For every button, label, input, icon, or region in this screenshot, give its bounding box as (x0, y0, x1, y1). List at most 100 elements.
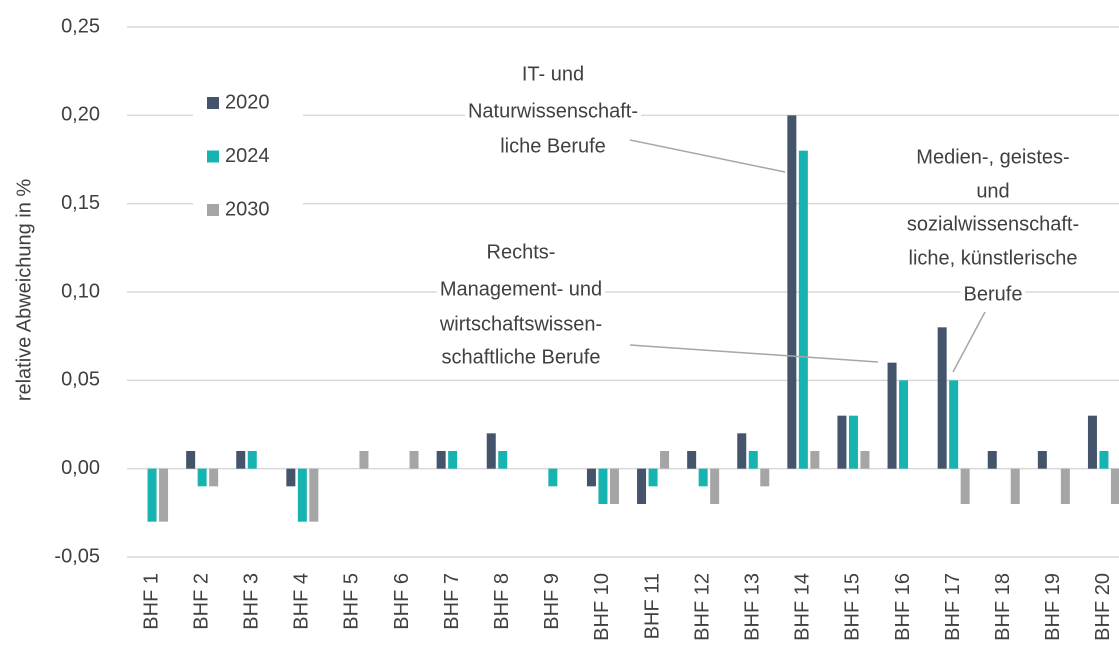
bar (987, 451, 997, 469)
bar (748, 451, 758, 469)
annotation-background (913, 146, 1073, 169)
bar (486, 433, 496, 469)
bar (637, 468, 647, 504)
legend-swatch (207, 150, 219, 163)
bar (687, 451, 697, 469)
annotation-background (438, 346, 604, 369)
y-tick-label: 0,25 (61, 15, 100, 37)
x-tick-label: BHF 2 (190, 573, 212, 630)
y-tick-label: 0,10 (61, 280, 100, 302)
legend-label: 2030 (225, 198, 270, 220)
y-tick-label: 0,05 (61, 369, 100, 391)
annotation-background (483, 241, 559, 264)
leader-line (629, 344, 879, 363)
x-tick-label: BHF 7 (441, 573, 463, 630)
bar (648, 468, 658, 487)
annotation-background (960, 283, 1026, 306)
bar (147, 468, 157, 522)
annotation-background (903, 213, 1083, 236)
bar (837, 415, 847, 469)
x-tick-label: BHF 6 (391, 573, 413, 630)
bar (798, 150, 808, 469)
x-tick-label: BHF 5 (341, 573, 363, 630)
bar (937, 327, 947, 469)
x-tick-label: BHF 17 (942, 573, 964, 641)
x-tick-label: BHF 12 (691, 573, 713, 641)
annotation-background (464, 100, 642, 123)
bar (899, 380, 909, 469)
x-tick-label: BHF 11 (641, 573, 663, 639)
bar (660, 451, 670, 469)
annotation: Management- und (440, 278, 602, 300)
annotation: schaftliche Berufe (442, 346, 601, 368)
annotation-background (973, 180, 1013, 203)
y-tick-label: 0,15 (61, 192, 100, 214)
bar (448, 451, 458, 469)
bar (586, 468, 596, 487)
bar (848, 415, 858, 469)
x-tick-label: BHF 8 (491, 573, 513, 630)
bar (359, 451, 369, 469)
legend-swatch (207, 97, 219, 109)
y-tick-label: 0,00 (61, 457, 100, 479)
bar (247, 451, 257, 469)
x-tick-label: BHF 9 (541, 573, 563, 630)
bar (598, 468, 608, 504)
bar (760, 468, 770, 487)
annotation: Medien-, geistes- (916, 146, 1069, 168)
bar (1060, 468, 1070, 504)
bar (1037, 451, 1047, 469)
x-tick-label: BHF 10 (591, 573, 613, 641)
legend: 2020 2024 2030 (193, 85, 303, 230)
bar (960, 468, 970, 504)
x-tick-label: BHF 13 (742, 573, 764, 641)
x-tick-label: BHF 18 (992, 573, 1014, 641)
bar (887, 362, 897, 469)
legend-label: 2020 (225, 91, 270, 113)
annotation: liche, künstlerische (909, 247, 1078, 269)
bar (787, 115, 797, 469)
bar (710, 468, 720, 504)
y-axis-title: relative Abweichung in % (13, 179, 35, 402)
bar (309, 468, 319, 522)
bar (1010, 468, 1020, 504)
bar (548, 468, 558, 487)
bar (860, 451, 870, 469)
bar (1110, 468, 1119, 504)
x-tick-label: BHF 4 (291, 573, 313, 630)
x-tick-label: BHF 14 (792, 573, 814, 641)
bars: BHF 1 BHF 2 BHF 3 BHF 4 BHF 5 BHF 6 BHF 7 BHF 8… (140, 115, 1119, 641)
bar (209, 468, 219, 487)
bar (698, 468, 708, 487)
bar (236, 451, 246, 469)
x-tick-label: BHF 20 (1092, 573, 1114, 641)
legend-label: 2024 (225, 145, 270, 167)
bar (186, 451, 196, 469)
annotation: und (976, 180, 1009, 202)
annotation-background (436, 278, 606, 301)
bar (949, 380, 959, 469)
x-tick-label: BHF 15 (842, 573, 864, 641)
y-tick-label: -0,05 (54, 545, 100, 567)
y-tick-label: 0,20 (61, 104, 100, 126)
legend-swatch (207, 204, 219, 216)
x-tick-label: BHF 16 (892, 573, 914, 641)
annotation-background (435, 313, 606, 336)
x-tick-label: BHF 19 (1042, 573, 1064, 641)
bar (498, 451, 508, 469)
annotation: Naturwissenschaft- (468, 100, 638, 122)
bar (436, 451, 446, 469)
bar (409, 451, 419, 469)
bar (197, 468, 207, 487)
annotations: IT- und Naturwissenschaft-liche Berufe Rec… (435, 63, 1083, 369)
x-tick-label: BHF 3 (241, 573, 263, 630)
bar (297, 468, 307, 522)
annotation: liche Berufe (500, 135, 606, 157)
leader-line (629, 139, 786, 173)
bar (1087, 415, 1097, 469)
bar (286, 468, 296, 487)
annotation: IT- und (522, 63, 584, 85)
annotation: sozialwissenschaft- (907, 213, 1079, 235)
bar (609, 468, 619, 504)
